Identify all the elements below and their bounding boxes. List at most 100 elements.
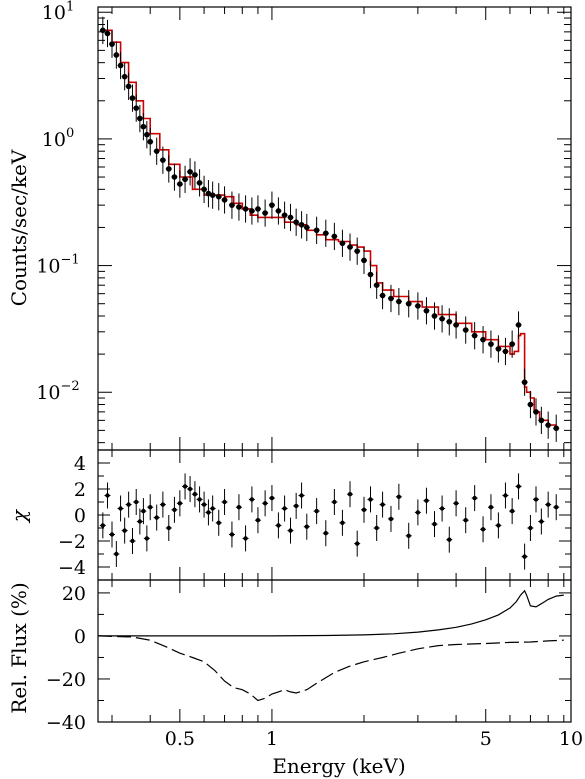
- residual-point: [472, 495, 477, 501]
- data-point: [495, 346, 502, 352]
- data-point: [521, 379, 528, 386]
- residual-point: [137, 519, 143, 524]
- y-tick-label: −2: [58, 531, 86, 553]
- residual-point: [100, 523, 106, 528]
- data-point: [515, 322, 522, 328]
- y-tick-label: 100: [42, 126, 74, 151]
- residual-point: [516, 484, 521, 489]
- residual-point: [144, 536, 150, 541]
- residual-point: [463, 518, 468, 523]
- residual-point: [503, 493, 508, 498]
- y-tick-label: 2: [74, 479, 86, 501]
- data-point: [192, 172, 198, 178]
- data-point: [354, 248, 360, 254]
- x-tick-label: 10: [559, 728, 583, 750]
- residual-point: [201, 502, 207, 507]
- data-point: [509, 341, 515, 347]
- data-point: [133, 105, 140, 111]
- residual-point: [545, 502, 551, 507]
- data-point: [229, 202, 235, 208]
- y-tick-label: 0: [74, 626, 86, 648]
- data-point: [553, 425, 560, 432]
- residual-point: [249, 497, 255, 502]
- residual-point: [130, 538, 135, 544]
- residual-point: [166, 525, 171, 531]
- residual-point: [396, 494, 402, 499]
- data-point: [347, 244, 353, 250]
- y-tick-label: −4: [58, 557, 86, 579]
- residual-point: [114, 551, 119, 557]
- residual-point: [197, 497, 202, 502]
- data-point: [153, 148, 160, 154]
- residual-point: [439, 506, 445, 511]
- residual-point: [488, 505, 494, 510]
- data-point: [298, 221, 305, 228]
- data-point: [331, 233, 338, 240]
- residual-point: [528, 525, 533, 531]
- residual-point: [172, 507, 177, 512]
- residual-point: [262, 501, 268, 506]
- y-axis-title-chi: χ: [7, 508, 31, 524]
- rel-flux-dashed-curve: [97, 635, 564, 702]
- data-point: [388, 295, 394, 302]
- data-point: [293, 219, 299, 226]
- y-tick-label: 0: [74, 505, 86, 527]
- residual-point: [109, 532, 115, 537]
- data-point: [367, 271, 374, 278]
- residual-point: [304, 524, 309, 529]
- residual-point: [118, 506, 123, 511]
- data-point: [533, 409, 539, 415]
- residual-point: [368, 497, 373, 502]
- y-tick-label: −40: [46, 712, 86, 734]
- data-point: [177, 181, 183, 187]
- data-point: [117, 62, 124, 69]
- y-tick-label: 10−2: [36, 379, 79, 404]
- x-tick-label: 5: [480, 728, 492, 750]
- residual-point: [206, 510, 211, 515]
- residual-point: [269, 495, 275, 501]
- data-point: [242, 206, 249, 212]
- residual-point: [509, 508, 515, 514]
- y-tick-label: 10−1: [36, 253, 79, 278]
- data-point: [187, 168, 193, 175]
- data-point: [423, 307, 430, 314]
- data-point: [255, 206, 261, 212]
- residual-point: [276, 523, 281, 528]
- residual-point: [533, 497, 539, 502]
- residual-point: [192, 492, 198, 497]
- data-point: [379, 292, 386, 299]
- residual-point: [374, 525, 379, 531]
- residual-point: [380, 502, 385, 507]
- y-tick-label: 20: [62, 583, 86, 605]
- data-point: [201, 186, 207, 193]
- data-point: [502, 348, 509, 355]
- spectrum-panel: 101 100 10−1 10−2: [36, 0, 571, 444]
- residual-point: [447, 537, 452, 542]
- residual-panel: 4 2 0 −2 −4: [58, 453, 571, 579]
- data-point: [488, 341, 494, 347]
- data-point: [480, 336, 486, 343]
- rel-flux-solid-curve: [98, 589, 564, 637]
- residual-point: [105, 493, 110, 498]
- residual-point: [210, 506, 215, 511]
- data-point: [439, 316, 445, 322]
- data-point: [322, 230, 329, 237]
- residual-point: [347, 492, 353, 497]
- data-point: [471, 332, 478, 339]
- data-point: [215, 193, 222, 200]
- data-point: [281, 212, 288, 218]
- data-point: [446, 318, 453, 325]
- data-point: [125, 83, 132, 90]
- residual-point: [388, 516, 394, 522]
- residual-point: [148, 505, 153, 510]
- residual-point: [236, 505, 242, 510]
- panel-frame: [97, 579, 572, 723]
- data-point: [196, 180, 203, 186]
- residual-point: [122, 528, 127, 533]
- x-axis-title: Energy (keV): [272, 754, 405, 778]
- residual-point: [332, 499, 337, 505]
- data-point: [527, 401, 534, 408]
- data-point: [236, 204, 242, 210]
- data-point: [303, 224, 310, 231]
- data-point: [129, 95, 136, 101]
